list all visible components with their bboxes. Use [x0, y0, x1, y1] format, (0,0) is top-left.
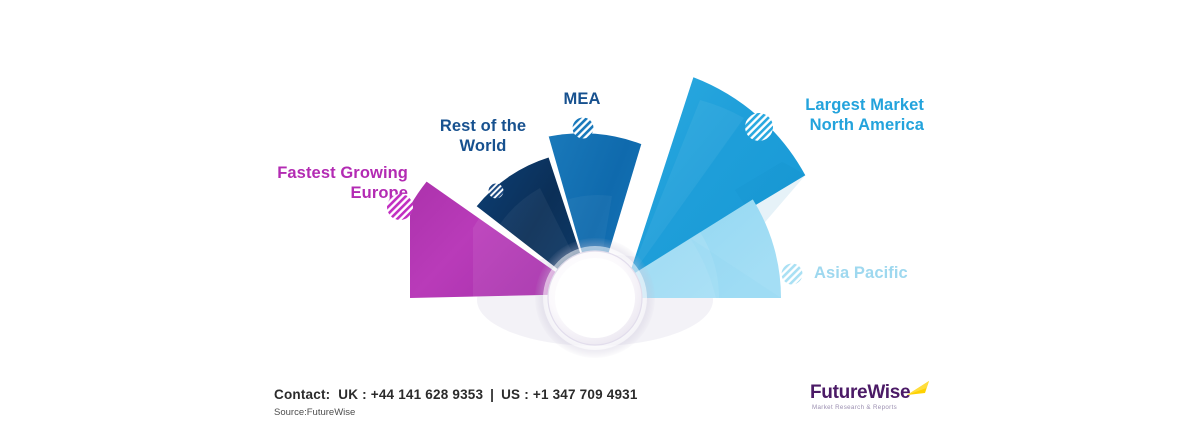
label-mea-name: MEA — [563, 90, 601, 108]
logo-tagline: Market Research & Reports — [812, 404, 898, 411]
label-asia-pacific-name: Asia Pacific — [814, 264, 908, 282]
logo-word-wise: Wise — [867, 382, 911, 403]
futurewise-logo[interactable]: FutureWise Market Research & Reports — [810, 381, 940, 418]
contact-line: Contact: UK : +44 141 628 9353 | US : +1… — [274, 387, 638, 402]
regional-market-share-chart: Fastest Growing Europe Rest of the World… — [258, 77, 924, 358]
logo-wordmark: FutureWise — [810, 382, 911, 404]
footer: Contact: UK : +44 141 628 9353 | US : +1… — [0, 370, 1200, 428]
label-europe: Fastest Growing Europe — [258, 163, 408, 203]
label-rest-of-world-line1: Rest of the — [439, 117, 527, 135]
chart-center-hub — [535, 238, 655, 358]
striped-circle-marker-north-america — [745, 113, 773, 141]
contact-label: Contact: — [274, 387, 331, 402]
contact-separator: | — [490, 387, 495, 402]
striped-circle-marker-rest-of-world — [488, 183, 504, 199]
label-europe-annotation: Fastest Growing — [277, 164, 408, 182]
source-line: Source:FutureWise — [274, 407, 356, 418]
uk-phone[interactable]: +44 141 628 9353 — [370, 387, 484, 402]
arrow-flag-icon — [907, 381, 929, 395]
label-europe-name: Europe — [350, 184, 408, 203]
label-north-america-name: North America — [809, 116, 924, 135]
label-rest-of-world: Rest of the World — [413, 116, 553, 156]
striped-circle-marker-europe — [387, 194, 413, 220]
us-phone[interactable]: +1 347 709 4931 — [532, 387, 638, 402]
striped-circle-marker-asia-pacific — [781, 263, 803, 285]
uk-label: UK : — [338, 387, 367, 402]
label-asia-pacific: Asia Pacific — [814, 263, 908, 283]
us-label: US : — [501, 387, 529, 402]
logo-word-future: Future — [810, 382, 868, 403]
label-north-america-annotation: Largest Market — [805, 96, 924, 114]
pie-chart-svg — [410, 77, 806, 358]
striped-circle-marker-mea — [572, 117, 594, 139]
label-mea: MEA — [522, 89, 642, 109]
label-rest-of-world-line2: World — [459, 137, 507, 156]
label-north-america: Largest Market North America — [782, 95, 924, 135]
